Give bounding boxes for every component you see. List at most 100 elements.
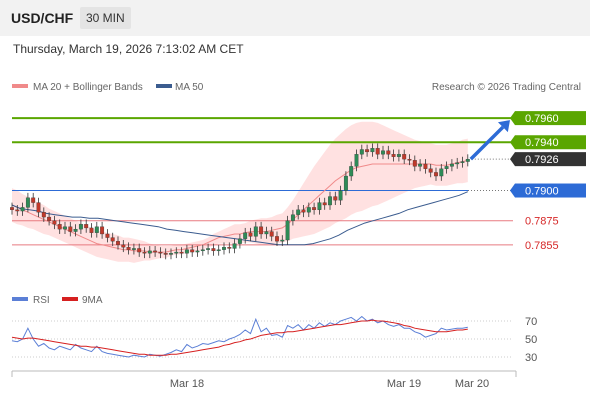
candle-body <box>222 247 226 250</box>
candle-body <box>36 202 41 213</box>
candle-body <box>423 163 428 169</box>
level-badge-0.7926 <box>515 152 586 167</box>
bollinger-band-area <box>12 121 468 263</box>
candle-body <box>94 226 99 233</box>
time-axis: Mar 18 Mar 19 Mar 20 <box>11 370 517 390</box>
rsi-tick-30: 30 <box>525 352 537 364</box>
source-credit: Research © 2026 Trading Central <box>432 82 581 93</box>
candle-body <box>200 249 205 252</box>
candle-body <box>15 209 20 212</box>
ma20-legend-label: MA 20 + Bollinger Bands <box>33 82 143 93</box>
ma50-legend-label: MA 50 <box>175 82 204 93</box>
candle-body <box>190 249 195 253</box>
level-badge-pointer <box>510 135 515 150</box>
candle-body <box>179 251 184 254</box>
legend: MA 20 + Bollinger Bands MA 50 Research ©… <box>12 82 581 93</box>
level-label-0.7875: 0.7875 <box>525 216 559 228</box>
candle-body <box>264 231 269 235</box>
candle-body <box>174 251 179 254</box>
candle-body <box>418 163 423 167</box>
candle-body <box>439 168 444 177</box>
level-label-0.7855: 0.7855 <box>525 240 559 252</box>
candle-body <box>259 226 264 235</box>
rsi-ma-legend-swatch <box>62 297 78 301</box>
rsi-ma-legend-label: 9MA <box>82 295 103 306</box>
candle-body <box>243 232 248 239</box>
rsi-tick-70: 70 <box>525 316 537 328</box>
candle-body <box>375 148 380 155</box>
candle-body <box>31 197 36 203</box>
timestamp: Thursday, March 19, 2026 7:13:02 AM CET <box>13 42 244 56</box>
level-labels: 0.7960 0.7940 0.7926 0.7900 0.7875 0.7855 <box>510 111 586 252</box>
level-badge-pointer <box>510 152 515 167</box>
candle-body <box>121 244 126 248</box>
candle-body <box>169 253 173 255</box>
candle-body <box>312 207 317 210</box>
bollinger-band <box>12 121 468 263</box>
candle-body <box>10 207 14 210</box>
x-tick-label: Mar 20 <box>455 378 489 390</box>
candle-body <box>68 226 73 232</box>
candle-body <box>290 214 295 221</box>
candle-body <box>354 154 359 167</box>
level-label-0.7900: 0.7900 <box>525 186 559 198</box>
candle-body <box>338 190 343 201</box>
candle-body <box>20 207 25 212</box>
candle-body <box>402 154 407 160</box>
rsi-panel: 70 50 30 <box>11 315 537 364</box>
candle-body <box>78 224 83 230</box>
candle-body <box>73 228 78 232</box>
candle-body <box>116 241 120 245</box>
candle-body <box>195 250 200 253</box>
candle-body <box>449 163 454 167</box>
candle-body <box>158 251 163 254</box>
candle-body <box>365 149 370 153</box>
rsi-legend: RSI 9MA <box>12 295 103 306</box>
candle-body <box>137 248 142 253</box>
candle-body <box>63 226 67 230</box>
candle-body <box>206 248 211 250</box>
projection-arrow <box>469 120 510 161</box>
timeframe-button[interactable]: 30 MIN <box>80 7 131 29</box>
candle-body <box>105 233 110 238</box>
candle-body <box>142 251 147 254</box>
candle-body <box>343 175 348 191</box>
candles <box>10 143 470 260</box>
level-label-0.7940: 0.7940 <box>525 137 559 149</box>
candle-body <box>216 249 221 252</box>
candle-body <box>248 232 253 237</box>
candle-body <box>269 231 274 237</box>
candle-body <box>163 253 168 255</box>
candle-body <box>296 209 301 215</box>
candle-body <box>110 237 115 242</box>
candle-body <box>328 196 332 206</box>
candle-body <box>285 220 290 241</box>
candle-body <box>381 150 385 155</box>
candle-body <box>434 172 438 177</box>
candle-body <box>359 149 364 155</box>
candle-body <box>444 166 449 169</box>
rsi-ma-line <box>11 319 468 356</box>
candle-body <box>237 238 242 244</box>
candle-body <box>275 236 279 242</box>
x-tick-label: Mar 19 <box>387 378 421 390</box>
rsi-line <box>11 315 468 358</box>
candle-body <box>280 239 285 242</box>
candle-body <box>41 212 46 218</box>
candle-body <box>465 158 470 162</box>
projection-arrow-shaft <box>469 125 505 161</box>
price-levels <box>12 117 513 246</box>
candle-body <box>100 226 105 235</box>
candle-body <box>84 224 89 229</box>
rsi-tick-50: 50 <box>525 334 537 346</box>
candle-body <box>396 154 401 157</box>
candle-body <box>211 248 216 252</box>
candle-body <box>301 209 306 213</box>
candle-body <box>47 216 52 221</box>
candle-body <box>412 160 417 167</box>
candle-body <box>407 158 412 161</box>
candle-body <box>153 250 158 253</box>
candle-body <box>131 248 136 250</box>
rsi-legend-swatch <box>12 297 28 301</box>
